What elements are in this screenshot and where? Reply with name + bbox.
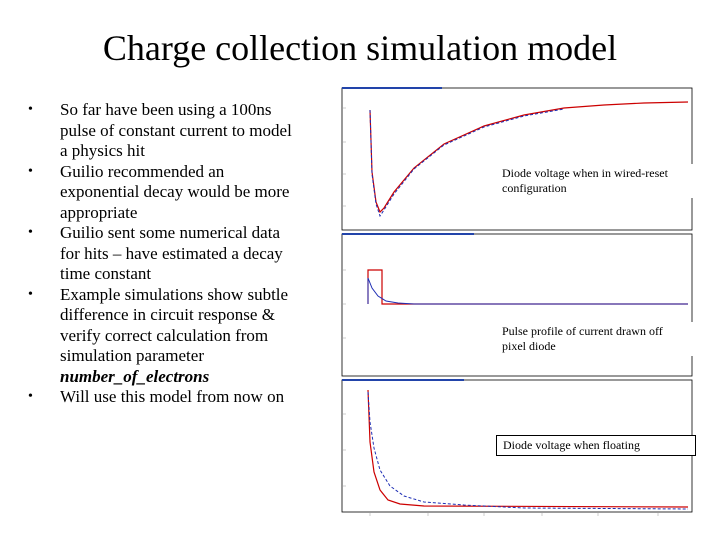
bullet-item: • Guilio recommended an exponential deca… xyxy=(26,162,296,224)
bullet-item: • Guilio sent some numerical data for hi… xyxy=(26,223,296,285)
plot-canvas xyxy=(341,87,693,516)
bullet-icon: • xyxy=(28,286,33,302)
bullet-text: Example simulations show subtle differen… xyxy=(60,284,289,366)
bullet-icon: • xyxy=(28,163,33,179)
bullet-icon: • xyxy=(28,389,33,404)
annotation-pulse-profile: Pulse profile of current drawn off pixel… xyxy=(496,322,694,356)
trace-blue xyxy=(367,391,689,510)
bullet-icon: • xyxy=(28,225,33,240)
bullet-item: • Example simulations show subtle differ… xyxy=(26,285,296,388)
plot-panel-wired-reset xyxy=(341,87,693,231)
plot-ticks xyxy=(342,413,659,516)
plot-ticks xyxy=(342,107,346,207)
bullet-text: Will use this model from now on xyxy=(60,387,285,406)
slide-title: Charge collection simulation model xyxy=(102,28,618,68)
bullet-icon: • xyxy=(28,102,33,117)
bullet-text: Guilio sent some numerical data for hits… xyxy=(60,223,283,283)
trace-red xyxy=(367,389,689,508)
bullet-item: • Will use this model from now on xyxy=(26,387,296,408)
trace-blue xyxy=(369,108,565,218)
bullet-text: So far have been using a 100ns pulse of … xyxy=(60,100,292,160)
plot-ticks xyxy=(342,269,346,339)
trace-blue xyxy=(367,277,688,305)
trace-red xyxy=(369,101,689,214)
simulation-plots: Diode voltage when in wired-reset config… xyxy=(324,82,696,540)
parameter-name: number_of_electrons xyxy=(60,366,210,386)
bullet-text: Guilio recommended an exponential decay … xyxy=(60,161,290,222)
annotation-wired-reset: Diode voltage when in wired-reset config… xyxy=(496,164,694,198)
plot-frame xyxy=(341,87,693,231)
bullet-list: • So far have been using a 100ns pulse o… xyxy=(26,100,296,408)
bullet-item: • So far have been using a 100ns pulse o… xyxy=(26,100,296,162)
annotation-floating: Diode voltage when floating xyxy=(496,435,696,456)
